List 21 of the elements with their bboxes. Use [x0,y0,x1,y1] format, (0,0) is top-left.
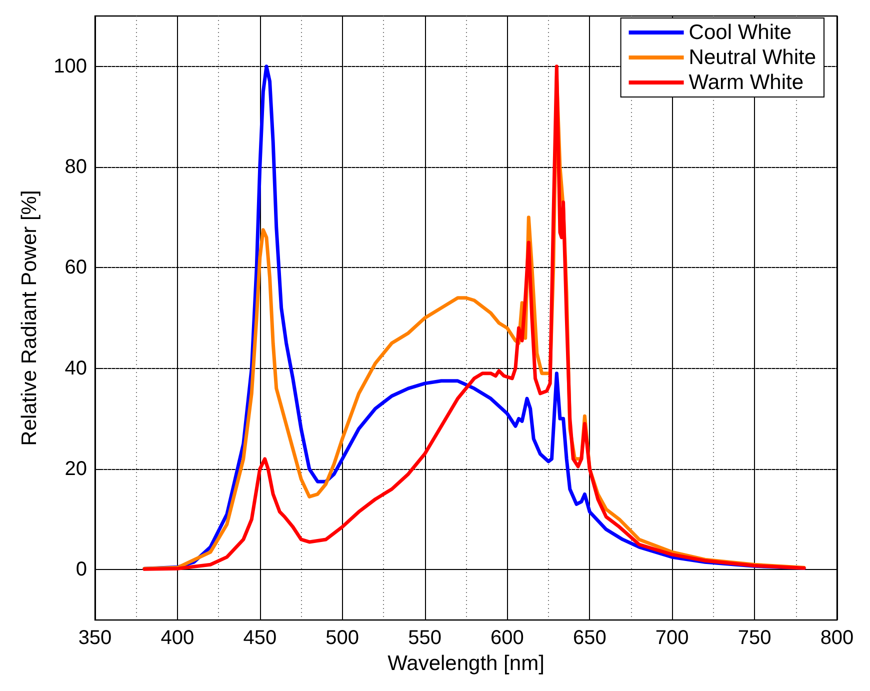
x-tick-label: 350 [78,627,112,649]
x-tick-label: 600 [490,627,524,649]
x-axis-title: Wavelength [nm] [388,652,544,675]
y-tick-label: 40 [64,357,87,380]
x-tick-label: 450 [243,627,277,649]
x-tick-label: 700 [655,627,689,649]
x-tick-label: 500 [326,627,360,649]
y-tick-label: 20 [64,458,87,480]
x-tick-label: 550 [408,627,442,649]
x-tick-label: 400 [160,627,194,649]
y-axis-title: Relative Radiant Power [%] [18,190,41,446]
y-tick-label: 0 [76,558,87,581]
legend-label: Warm White [688,71,804,94]
y-tick-label: 100 [54,55,87,78]
y-tick-label: 60 [64,256,87,279]
x-tick-label: 800 [820,627,854,649]
y-tick-label: 80 [64,156,87,178]
legend-label: Cool White [688,21,792,44]
legend-label: Neutral White [688,46,816,69]
x-tick-label: 750 [738,627,772,649]
x-tick-label: 650 [572,627,606,649]
